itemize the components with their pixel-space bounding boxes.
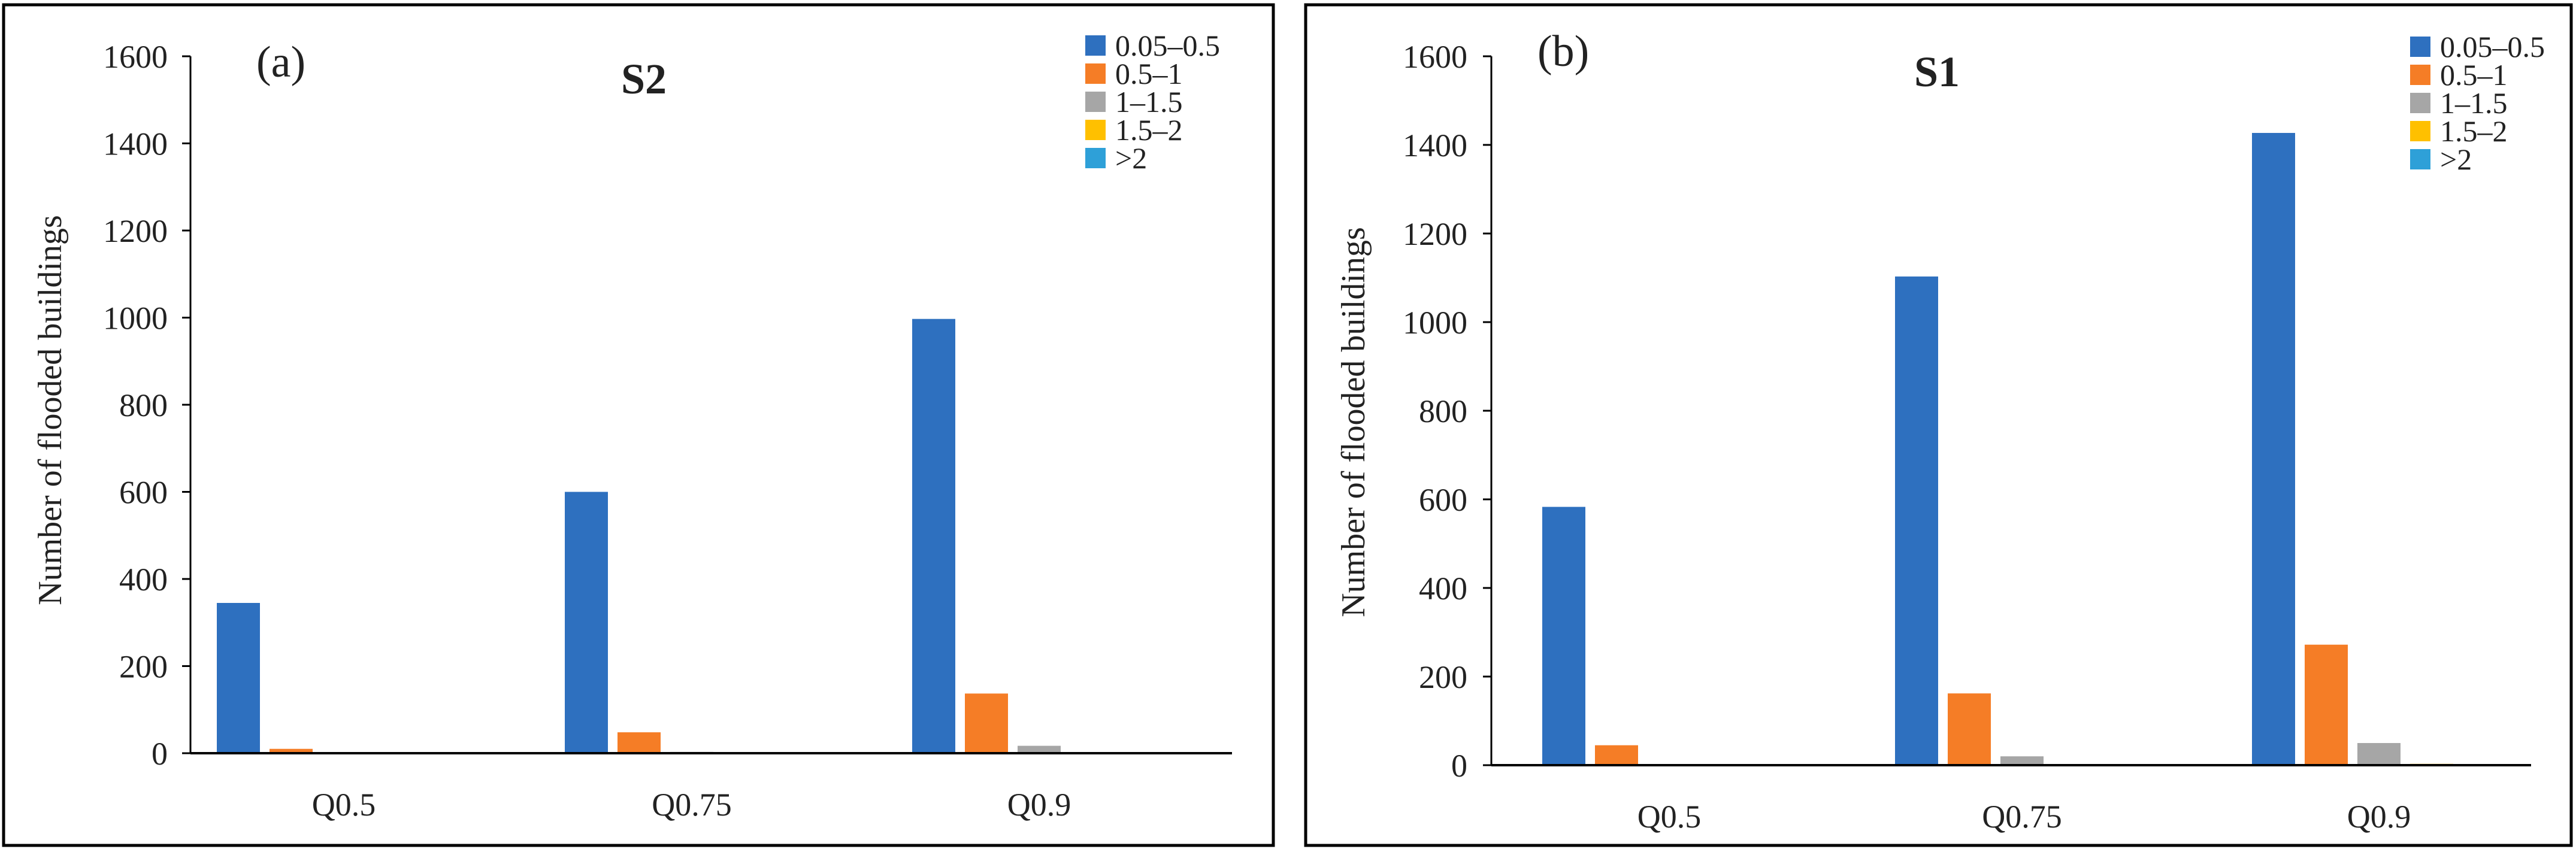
panel-a-x-ticks: Q0.5 Q0.75 Q0.9 xyxy=(312,787,1071,823)
x-tick-label: Q0.9 xyxy=(1007,787,1071,823)
bar-Q0.75-0.5–1 xyxy=(617,732,661,753)
legend-swatch xyxy=(1085,92,1106,112)
legend-swatch xyxy=(2410,93,2430,113)
legend-label: 1–1.5 xyxy=(1115,85,1183,119)
bar-Q0.5-0.05–0.5 xyxy=(1542,507,1585,765)
panel-b-x-ticks: Q0.5 Q0.75 Q0.9 xyxy=(1637,799,2411,835)
panel-b-y-axis-label: Number of flooded buildings xyxy=(1335,227,1372,617)
legend-swatch xyxy=(2410,121,2430,141)
panel-a-y-ticks: 0 200 400 600 800 1000 1200 1400 1600 xyxy=(103,39,192,772)
bar-Q0.5-0.05–0.5 xyxy=(217,603,260,753)
y-tick-label: 1000 xyxy=(1403,305,1467,341)
bar-Q0.75-1–1.5 xyxy=(2000,756,2044,765)
bar-Q0.9-0.5–1 xyxy=(965,693,1008,753)
panel-a-label: (a) xyxy=(256,38,305,87)
panel-b-title: S1 xyxy=(1914,48,1960,96)
bar-Q0.75-0.05–0.5 xyxy=(565,492,608,753)
y-tick-label: 200 xyxy=(1419,659,1467,695)
legend-label: 1–1.5 xyxy=(2440,86,2508,120)
y-tick-label: 0 xyxy=(152,736,168,772)
legend-label: >2 xyxy=(2440,142,2472,176)
x-tick-label: Q0.9 xyxy=(2347,799,2411,835)
panel-a-legend: 0.05–0.50.5–11–1.51.5–2>2 xyxy=(1085,29,1220,175)
panel-b-label: (b) xyxy=(1537,27,1589,76)
y-tick-label: 1200 xyxy=(103,213,168,249)
legend-swatch xyxy=(2410,149,2430,169)
bar-Q0.75-0.05–0.5 xyxy=(1895,276,1938,765)
y-tick-label: 400 xyxy=(119,562,168,598)
y-tick-label: 200 xyxy=(119,649,168,685)
panel-b-frame xyxy=(1304,3,2573,847)
legend-swatch xyxy=(1085,63,1106,84)
y-tick-label: 0 xyxy=(1451,748,1467,784)
x-tick-label: Q0.5 xyxy=(312,787,376,823)
bar-Q0.9-0.05–0.5 xyxy=(2252,133,2295,765)
y-tick-label: 1600 xyxy=(1403,39,1467,75)
x-tick-label: Q0.75 xyxy=(652,787,732,823)
legend-label: 0.05–0.5 xyxy=(2440,30,2545,63)
panel-a-title: S2 xyxy=(621,55,667,103)
y-tick-label: 600 xyxy=(1419,482,1467,518)
x-tick-label: Q0.75 xyxy=(1982,799,2062,835)
bar-Q0.5-0.5–1 xyxy=(1595,745,1638,765)
legend-swatch xyxy=(1085,35,1106,56)
bar-Q0.9-0.05–0.5 xyxy=(912,319,955,753)
y-tick-label: 1400 xyxy=(103,126,168,162)
y-tick-label: 1400 xyxy=(1403,128,1467,163)
panel-a-y-axis-label: Number of flooded buildings xyxy=(32,215,69,605)
bar-Q0.9-0.5–1 xyxy=(2305,644,2348,765)
bar-Q0.5-0.5–1 xyxy=(270,748,313,753)
y-tick-label: 1000 xyxy=(103,301,168,336)
chart-panel-b: (b) S1 Number of flooded buildings 0 200 4… xyxy=(1304,3,2573,847)
panel-a-bars xyxy=(217,319,1113,753)
panel-b-legend: 0.05–0.50.5–11–1.51.5–2>2 xyxy=(2410,30,2545,176)
legend-label: 1.5–2 xyxy=(1115,113,1183,147)
y-tick-label: 600 xyxy=(119,475,168,511)
y-tick-label: 1600 xyxy=(103,39,168,75)
bar-Q0.75-0.5–1 xyxy=(1948,693,1991,765)
legend-swatch xyxy=(2410,65,2430,85)
legend-label: 1.5–2 xyxy=(2440,114,2508,148)
panel-a-frame xyxy=(2,3,1275,847)
y-tick-label: 800 xyxy=(1419,393,1467,429)
legend-label: 0.5–1 xyxy=(2440,58,2508,92)
chart-panel-a: (a) S2 Number of flooded buildings 0 200 4… xyxy=(2,3,1275,847)
x-tick-label: Q0.5 xyxy=(1637,799,1702,835)
bar-Q0.9-1–1.5 xyxy=(2357,743,2401,765)
panel-b-y-ticks: 0 200 400 600 800 1000 1200 1400 1600 xyxy=(1403,39,1493,784)
legend-swatch xyxy=(1085,120,1106,140)
legend-label: >2 xyxy=(1115,141,1147,175)
y-tick-label: 400 xyxy=(1419,571,1467,607)
bar-Q0.9-1–1.5 xyxy=(1018,745,1061,753)
legend-label: 0.5–1 xyxy=(1115,57,1183,90)
y-tick-label: 800 xyxy=(119,387,168,423)
y-tick-label: 1200 xyxy=(1403,216,1467,252)
legend-swatch xyxy=(1085,148,1106,168)
legend-label: 0.05–0.5 xyxy=(1115,29,1220,62)
legend-swatch xyxy=(2410,37,2430,57)
